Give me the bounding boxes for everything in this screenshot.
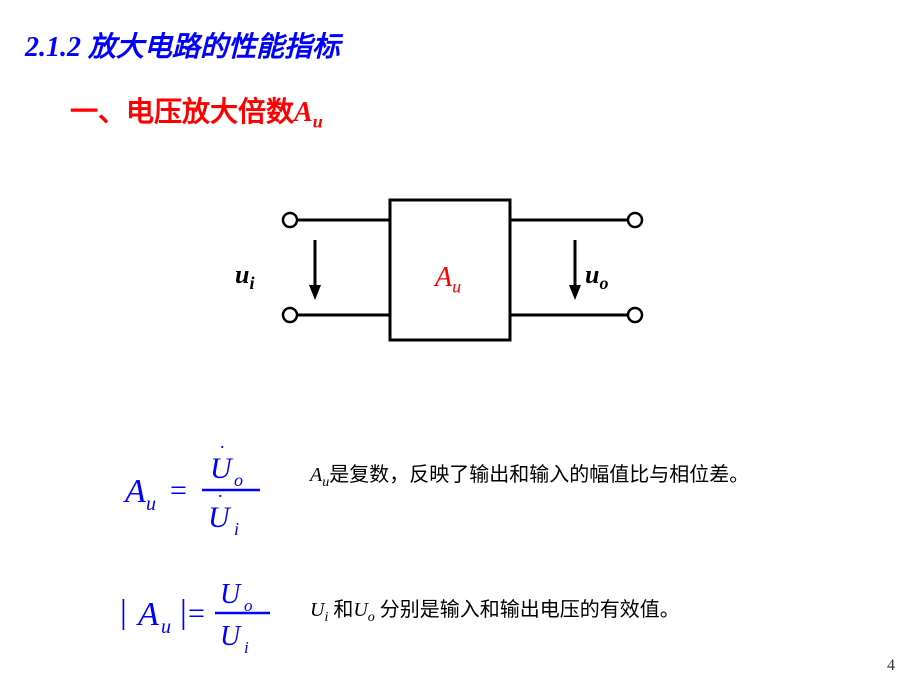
uo-var: u [585, 260, 599, 289]
ui-label: ui [235, 260, 254, 294]
f2-Uosub: o [244, 596, 253, 615]
au-sub: u [452, 277, 461, 297]
au-box-label: Au [435, 262, 461, 298]
f2-Asub: u [161, 616, 171, 638]
f2-A: A [136, 596, 159, 633]
d2-Ui: U [310, 599, 324, 621]
f2-Uo: U [220, 579, 242, 610]
section-title: 2.1.2 放大电路的性能指标 [25, 25, 340, 65]
formula-au-complex: A u = . U o . U i [120, 440, 300, 545]
f2-bar2: | [180, 594, 187, 631]
au-var: A [435, 262, 452, 293]
sub-title-sub: u [313, 112, 323, 132]
svg-text:.: . [218, 481, 223, 501]
ui-sub: i [249, 273, 254, 293]
svg-text:.: . [220, 440, 225, 452]
page-number: 4 [887, 657, 895, 675]
d1-A: A [310, 464, 322, 486]
d2-Uo: U [353, 599, 367, 621]
f1-A: A [123, 473, 146, 510]
f1-Uosub: o [234, 470, 243, 490]
f1-Ui: U [208, 501, 232, 534]
f2-eq: = [188, 597, 205, 630]
desc-complex: Au是复数，反映了输出和输入的幅值比与相位差。 [310, 460, 790, 493]
amplifier-diagram: ui Au uo [240, 180, 680, 360]
f1-eq: = [170, 474, 187, 507]
ui-var: u [235, 260, 249, 289]
d1-text: 是复数，反映了输出和输入的幅值比与相位差。 [329, 464, 749, 486]
uo-label: uo [585, 260, 608, 294]
d2-Uosub: o [368, 610, 375, 625]
f2-bar1: | [120, 594, 127, 631]
d2-mid1: 和 [328, 599, 353, 621]
sub-title-var: A [294, 97, 313, 128]
sub-title: 一、电压放大倍数Au [70, 90, 323, 133]
d2-mid2: 分别是输入和输出电压的有效值。 [375, 599, 680, 621]
uo-sub: o [599, 273, 608, 293]
f1-Asub: u [146, 493, 156, 515]
f2-Ui: U [220, 621, 242, 652]
formula-au-magnitude: | A u | = U o U i [120, 570, 320, 665]
desc-rms: Ui 和Uo 分别是输入和输出电压的有效值。 [310, 595, 810, 628]
sub-title-pre: 一、电压放大倍数 [70, 97, 294, 128]
f1-Uisub: i [234, 519, 239, 539]
f2-Uisub: i [244, 638, 249, 657]
